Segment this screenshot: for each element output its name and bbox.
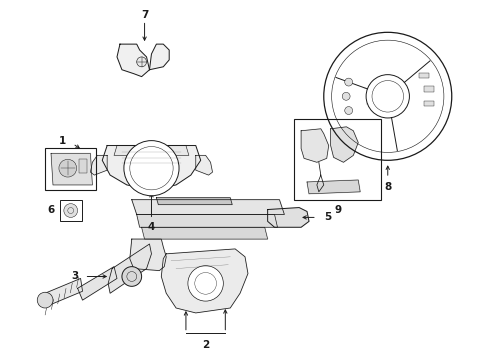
Circle shape bbox=[137, 57, 147, 67]
Circle shape bbox=[345, 107, 353, 114]
Text: 9: 9 bbox=[335, 204, 342, 215]
Polygon shape bbox=[307, 180, 360, 194]
Text: 8: 8 bbox=[384, 182, 392, 192]
Circle shape bbox=[122, 267, 142, 286]
Circle shape bbox=[124, 141, 179, 196]
Text: 7: 7 bbox=[141, 10, 148, 19]
Polygon shape bbox=[91, 156, 107, 175]
Polygon shape bbox=[156, 198, 232, 204]
Circle shape bbox=[188, 266, 223, 301]
Polygon shape bbox=[161, 249, 248, 313]
Circle shape bbox=[59, 159, 76, 177]
Polygon shape bbox=[149, 44, 169, 70]
Bar bbox=[45, 148, 97, 190]
Polygon shape bbox=[130, 239, 166, 271]
Text: 1: 1 bbox=[59, 136, 67, 145]
Polygon shape bbox=[137, 215, 277, 227]
Polygon shape bbox=[108, 244, 151, 293]
Polygon shape bbox=[301, 129, 329, 162]
Bar bbox=[419, 73, 429, 78]
Polygon shape bbox=[114, 145, 189, 156]
Circle shape bbox=[37, 292, 53, 308]
Text: 6: 6 bbox=[48, 204, 55, 215]
Circle shape bbox=[64, 204, 77, 217]
Text: 5: 5 bbox=[324, 212, 331, 222]
Text: 2: 2 bbox=[202, 341, 209, 350]
Bar bbox=[424, 86, 434, 92]
Polygon shape bbox=[51, 153, 93, 185]
Text: 3: 3 bbox=[71, 271, 78, 282]
Polygon shape bbox=[196, 156, 213, 175]
Text: 4: 4 bbox=[148, 222, 155, 232]
Polygon shape bbox=[45, 278, 82, 306]
Bar bbox=[60, 200, 81, 221]
Bar bbox=[294, 119, 381, 200]
Polygon shape bbox=[268, 208, 309, 227]
Circle shape bbox=[342, 93, 350, 100]
Bar bbox=[424, 100, 434, 107]
Polygon shape bbox=[77, 267, 117, 300]
Bar bbox=[78, 159, 88, 173]
Polygon shape bbox=[117, 44, 149, 77]
Polygon shape bbox=[102, 145, 201, 190]
Polygon shape bbox=[132, 200, 284, 215]
Polygon shape bbox=[142, 227, 268, 239]
Polygon shape bbox=[331, 127, 358, 162]
Circle shape bbox=[345, 78, 353, 86]
